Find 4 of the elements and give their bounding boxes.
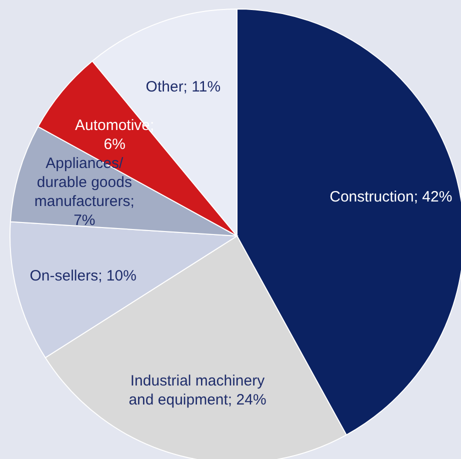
- slice-label: Industrial machinery and equipment; 24%: [128, 372, 266, 408]
- slice-label: On-sellers; 10%: [30, 267, 136, 284]
- slice-label: Other; 11%: [146, 78, 221, 95]
- slice-label: Construction; 42%: [330, 188, 452, 205]
